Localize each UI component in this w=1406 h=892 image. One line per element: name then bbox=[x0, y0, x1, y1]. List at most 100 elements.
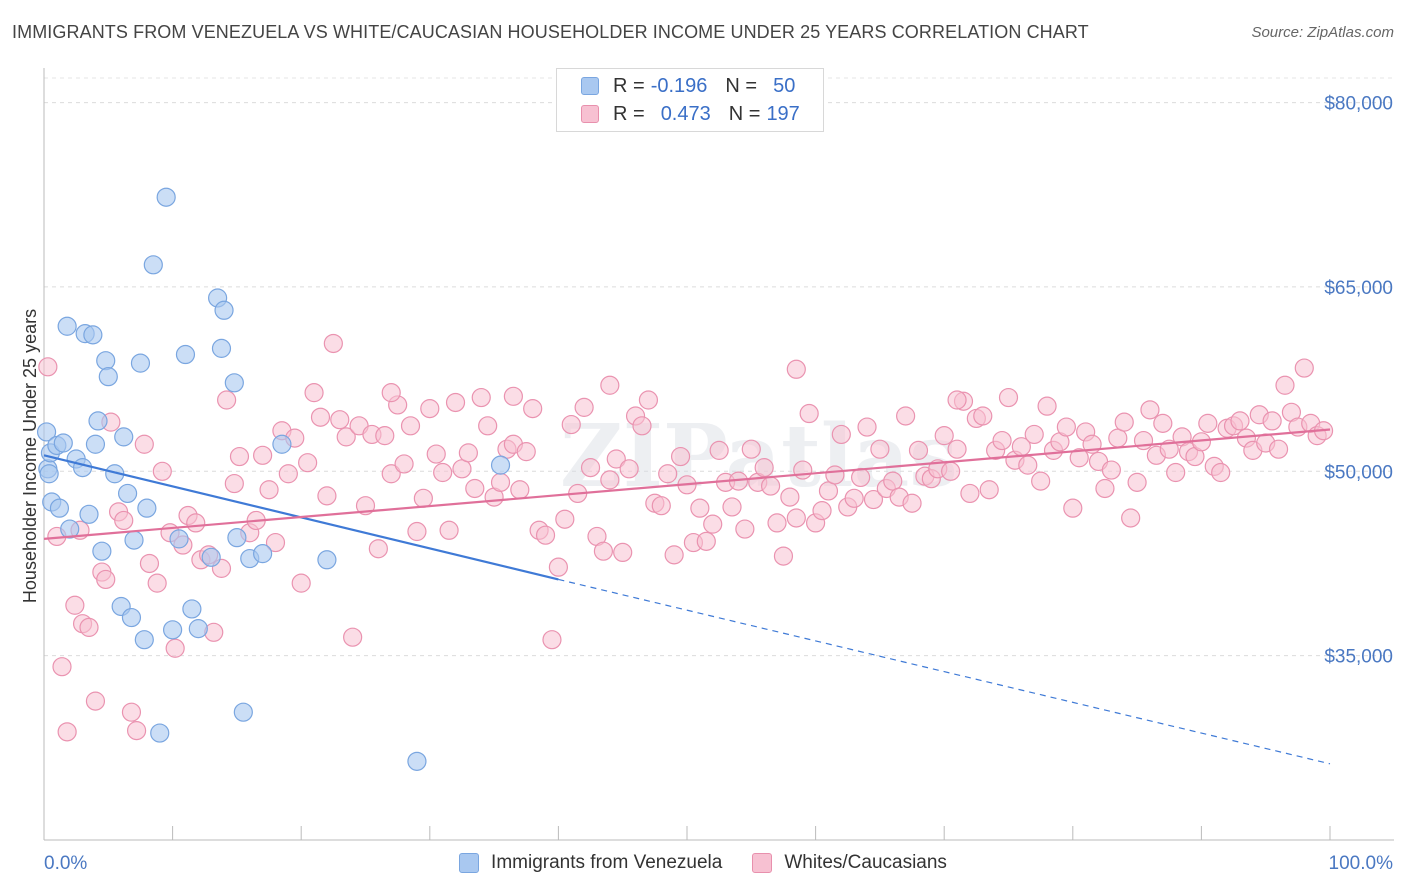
point-white-caucasian bbox=[503, 386, 523, 406]
point-white-caucasian bbox=[1063, 498, 1083, 518]
point-white-caucasian bbox=[490, 472, 511, 492]
point-white-caucasian bbox=[121, 702, 142, 722]
point-white-caucasian bbox=[343, 627, 363, 647]
point-venezuela bbox=[272, 434, 292, 454]
point-white-caucasian bbox=[992, 430, 1012, 451]
point-white-caucasian bbox=[1069, 448, 1089, 468]
point-venezuela bbox=[188, 619, 208, 639]
point-white-caucasian bbox=[1262, 411, 1282, 431]
point-white-caucasian bbox=[1101, 460, 1121, 480]
legend-label-whites: Whites/Caucasians bbox=[784, 852, 947, 873]
legend-swatch-pink bbox=[581, 105, 599, 123]
point-white-caucasian bbox=[126, 721, 147, 741]
legend-swatch-blue bbox=[459, 853, 480, 873]
legend-item-whites: Whites/Caucasians bbox=[752, 852, 947, 874]
point-white-caucasian bbox=[812, 501, 832, 521]
legend-r-label: R = bbox=[613, 74, 645, 97]
point-white-caucasian bbox=[690, 498, 710, 518]
point-white-caucasian bbox=[1114, 412, 1134, 432]
point-white-caucasian bbox=[433, 462, 453, 483]
point-white-caucasian bbox=[1056, 417, 1076, 437]
point-white-caucasian bbox=[478, 416, 498, 436]
point-white-caucasian bbox=[265, 532, 286, 553]
point-white-caucasian bbox=[1153, 413, 1173, 433]
point-white-caucasian bbox=[632, 416, 652, 436]
point-white-caucasian bbox=[394, 454, 414, 474]
point-white-caucasian bbox=[38, 357, 58, 377]
point-white-caucasian bbox=[979, 480, 999, 500]
point-white-caucasian bbox=[741, 439, 761, 459]
point-white-caucasian bbox=[574, 397, 594, 417]
point-white-caucasian bbox=[426, 444, 446, 464]
point-venezuela bbox=[39, 464, 59, 484]
point-white-caucasian bbox=[134, 434, 154, 454]
point-venezuela bbox=[36, 422, 57, 442]
point-venezuela bbox=[143, 255, 163, 275]
legend-row-pink: R = 0.473 N = 197 bbox=[581, 102, 800, 126]
point-white-caucasian bbox=[304, 383, 324, 403]
point-white-caucasian bbox=[664, 545, 684, 565]
point-venezuela bbox=[83, 325, 103, 345]
chart-title: IMMIGRANTS FROM VENEZUELA VS WHITE/CAUCA… bbox=[12, 22, 1089, 42]
point-white-caucasian bbox=[1024, 424, 1044, 445]
x-tick-label: 100.0% bbox=[1329, 853, 1394, 874]
point-venezuela bbox=[53, 433, 73, 453]
legend-r-value: 0.473 bbox=[660, 102, 711, 125]
pink-series bbox=[38, 333, 1334, 742]
point-white-caucasian bbox=[619, 459, 639, 479]
point-white-caucasian bbox=[548, 557, 569, 577]
point-white-caucasian bbox=[1159, 439, 1179, 459]
point-white-caucasian bbox=[165, 638, 185, 658]
point-white-caucasian bbox=[278, 464, 298, 484]
point-white-caucasian bbox=[1275, 375, 1295, 395]
point-white-caucasian bbox=[330, 410, 350, 430]
trend-line-venezuela-extrapolated bbox=[558, 578, 1331, 765]
point-white-caucasian bbox=[57, 722, 77, 742]
point-white-caucasian bbox=[516, 442, 536, 462]
point-white-caucasian bbox=[941, 461, 961, 481]
point-white-caucasian bbox=[400, 416, 421, 436]
point-white-caucasian bbox=[1018, 455, 1038, 475]
legend-swatch-blue bbox=[581, 77, 599, 95]
point-white-caucasian bbox=[709, 440, 729, 460]
point-venezuela bbox=[214, 300, 234, 320]
point-white-caucasian bbox=[229, 446, 250, 467]
y-axis-label: Householder Income Under 25 years bbox=[20, 309, 40, 603]
x-tick-label: 0.0% bbox=[44, 853, 87, 874]
point-white-caucasian bbox=[1140, 400, 1160, 420]
point-venezuela bbox=[150, 723, 170, 743]
point-white-caucasian bbox=[870, 439, 890, 459]
point-white-caucasian bbox=[580, 458, 601, 478]
point-white-caucasian bbox=[224, 473, 244, 494]
point-white-caucasian bbox=[947, 439, 967, 459]
point-white-caucasian bbox=[555, 509, 575, 529]
point-white-caucasian bbox=[368, 539, 388, 559]
point-white-caucasian bbox=[908, 440, 929, 460]
point-venezuela bbox=[201, 547, 221, 567]
point-white-caucasian bbox=[786, 359, 806, 379]
point-white-caucasian bbox=[139, 553, 160, 574]
point-white-caucasian bbox=[651, 496, 671, 516]
point-white-caucasian bbox=[152, 461, 172, 481]
point-white-caucasian bbox=[696, 531, 716, 551]
grid-lines bbox=[44, 77, 1394, 657]
point-white-caucasian bbox=[825, 465, 845, 485]
point-white-caucasian bbox=[754, 458, 774, 478]
point-white-caucasian bbox=[658, 464, 678, 484]
point-white-caucasian bbox=[973, 406, 993, 426]
point-white-caucasian bbox=[722, 497, 742, 517]
y-tick-label: $65,000 bbox=[1324, 278, 1393, 299]
point-venezuela bbox=[134, 630, 154, 650]
point-white-caucasian bbox=[638, 390, 659, 410]
legend-r-label: R = bbox=[613, 102, 645, 125]
point-white-caucasian bbox=[259, 480, 279, 500]
point-venezuela bbox=[233, 702, 253, 722]
point-white-caucasian bbox=[561, 414, 581, 435]
point-white-caucasian bbox=[1108, 428, 1128, 448]
point-venezuela bbox=[490, 455, 511, 475]
y-tick-label: $50,000 bbox=[1324, 462, 1393, 483]
stats-legend: R = -0.196 N = 50 R = 0.473 N = 197 bbox=[556, 68, 824, 132]
point-white-caucasian bbox=[818, 481, 839, 501]
point-white-caucasian bbox=[902, 493, 922, 513]
point-white-caucasian bbox=[600, 470, 620, 490]
